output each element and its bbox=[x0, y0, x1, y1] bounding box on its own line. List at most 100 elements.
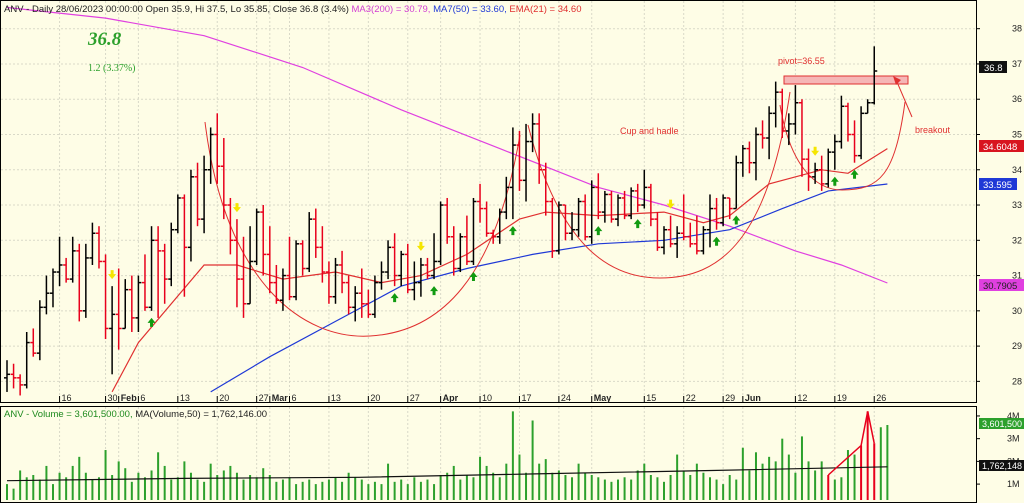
ohlc-bar bbox=[831, 134, 838, 170]
ohlc-bar bbox=[608, 190, 615, 223]
ohlc-bar bbox=[562, 204, 569, 241]
date-tick-label: Jun bbox=[745, 393, 761, 403]
ohlc-bar bbox=[450, 226, 457, 276]
buy-arrow bbox=[147, 317, 156, 327]
ohlc-bar bbox=[63, 257, 70, 283]
buy-arrow bbox=[712, 236, 721, 246]
ma200-tag-text: 30.7905 bbox=[983, 281, 1017, 292]
volume-tick-label: 4M bbox=[1007, 411, 1020, 421]
ohlc-bar bbox=[253, 208, 260, 265]
price-tick-label: 34 bbox=[1012, 165, 1022, 175]
date-tick-label: 29 bbox=[725, 393, 735, 403]
ohlc-bar bbox=[588, 180, 595, 244]
ohlc-bar bbox=[575, 197, 582, 237]
date-tick-label: 13 bbox=[331, 393, 341, 403]
ma50-line bbox=[210, 183, 888, 393]
cup-and-handle-shapes bbox=[204, 75, 913, 337]
ohlc-bar bbox=[201, 155, 208, 234]
ohlc-bar bbox=[122, 279, 129, 330]
ema21-tag bbox=[979, 140, 1024, 152]
date-tick-label: May bbox=[594, 393, 612, 403]
ohlc-bar bbox=[220, 138, 227, 220]
last-price-tag bbox=[979, 61, 1007, 73]
date-tick-label: 27 bbox=[259, 393, 269, 403]
ohlc-bar bbox=[601, 190, 608, 223]
ohlc-bar bbox=[667, 215, 674, 248]
price-tick-label: 36 bbox=[1012, 94, 1022, 104]
date-tick-label: 17 bbox=[521, 393, 531, 403]
ohlc-bar bbox=[785, 113, 792, 146]
ohlc-bar bbox=[69, 236, 76, 283]
ohlc-bar bbox=[247, 226, 254, 305]
volume-header: ANV - Volume = 3,601,500.00, MA(Volume,5… bbox=[4, 409, 267, 420]
ohlc-bar bbox=[713, 197, 720, 230]
ohlc-bar bbox=[286, 236, 293, 301]
ohlc-bar bbox=[628, 187, 635, 220]
date-tick-label: 13 bbox=[180, 393, 190, 403]
ohlc-bar bbox=[805, 148, 812, 191]
header-ema21: EMA(21) = 34.60 bbox=[509, 4, 581, 15]
ohlc-bar bbox=[851, 120, 858, 163]
volume-tags: 3,601,500 1,762,148 bbox=[979, 418, 1024, 471]
price-tick-label: 30 bbox=[1012, 306, 1022, 316]
ohlc-bar bbox=[10, 363, 17, 389]
ohlc-bar bbox=[759, 120, 766, 149]
ohlc-bar bbox=[325, 261, 332, 304]
pivot-label: pivot=36.55 bbox=[778, 56, 825, 66]
last-price-tag-text: 36.8 bbox=[984, 63, 1003, 74]
ohlc-bar bbox=[43, 275, 50, 315]
price-tick-label: 28 bbox=[1012, 376, 1022, 386]
ohlc-bar bbox=[523, 123, 530, 202]
ohlc-bar bbox=[680, 194, 687, 241]
ohlc-bar bbox=[529, 113, 536, 153]
change-text: 1.2 (3.37%) bbox=[88, 63, 136, 74]
ohlc-bar bbox=[726, 197, 733, 220]
ohlc-bar bbox=[194, 162, 201, 227]
volume-ma-tag bbox=[979, 460, 1024, 471]
ohlc-bar bbox=[385, 240, 392, 280]
ohlc-bar bbox=[293, 240, 300, 301]
ohlc-bar bbox=[621, 190, 628, 220]
ohlc-bar bbox=[135, 275, 142, 332]
date-tick-label: Mar bbox=[272, 393, 289, 403]
ohlc-bar bbox=[687, 222, 694, 248]
ohlc-bar bbox=[739, 145, 746, 177]
volume-last-tag-text: 3,601,500 bbox=[982, 419, 1022, 429]
price-tags: 36.8 34.6048 33.595 30.7905 bbox=[979, 61, 1024, 292]
header-ma200: MA3(200) = 30.79, bbox=[352, 4, 431, 15]
buy-arrow bbox=[594, 226, 603, 236]
date-tick-label: Feb bbox=[121, 393, 138, 403]
ohlc-bar bbox=[312, 208, 319, 258]
ohlc-bar bbox=[634, 183, 641, 213]
ohlc-bar bbox=[798, 99, 805, 177]
sell-arrow bbox=[811, 146, 820, 156]
sell-arrow bbox=[108, 270, 117, 280]
ohlc-bar bbox=[483, 201, 490, 237]
ohlc-bar bbox=[825, 148, 832, 188]
price-tick-label: 37 bbox=[1012, 59, 1022, 69]
ohlc-bar bbox=[161, 243, 168, 304]
ohlc-bar bbox=[661, 226, 667, 255]
date-tick-label: 12 bbox=[797, 393, 807, 403]
date-tick-label: 15 bbox=[646, 393, 656, 403]
sell-arrow bbox=[416, 241, 425, 251]
ohlc-bar bbox=[115, 268, 122, 350]
ohlc-bar bbox=[582, 194, 589, 241]
buy-arrow bbox=[430, 286, 439, 296]
ohlc-bar bbox=[339, 250, 346, 294]
cup-handle-label: Cup and hadle bbox=[620, 126, 679, 136]
ohlc-bar bbox=[706, 194, 713, 248]
ohlc-bar bbox=[109, 286, 116, 375]
ma200-tag bbox=[979, 279, 1024, 291]
date-tick-label: 27 bbox=[410, 393, 420, 403]
ohlc-bar bbox=[746, 141, 753, 174]
ohlc-bar bbox=[181, 194, 188, 297]
ohlc-bar bbox=[404, 243, 411, 294]
ohlc-bar bbox=[240, 236, 247, 318]
ohlc-bar bbox=[674, 226, 681, 258]
date-tick-label: 24 bbox=[561, 393, 571, 403]
ohlc-bar bbox=[30, 328, 37, 357]
ohlc-bar bbox=[168, 222, 175, 287]
ohlc-bar bbox=[437, 201, 444, 265]
ohlc-bar bbox=[332, 257, 339, 304]
